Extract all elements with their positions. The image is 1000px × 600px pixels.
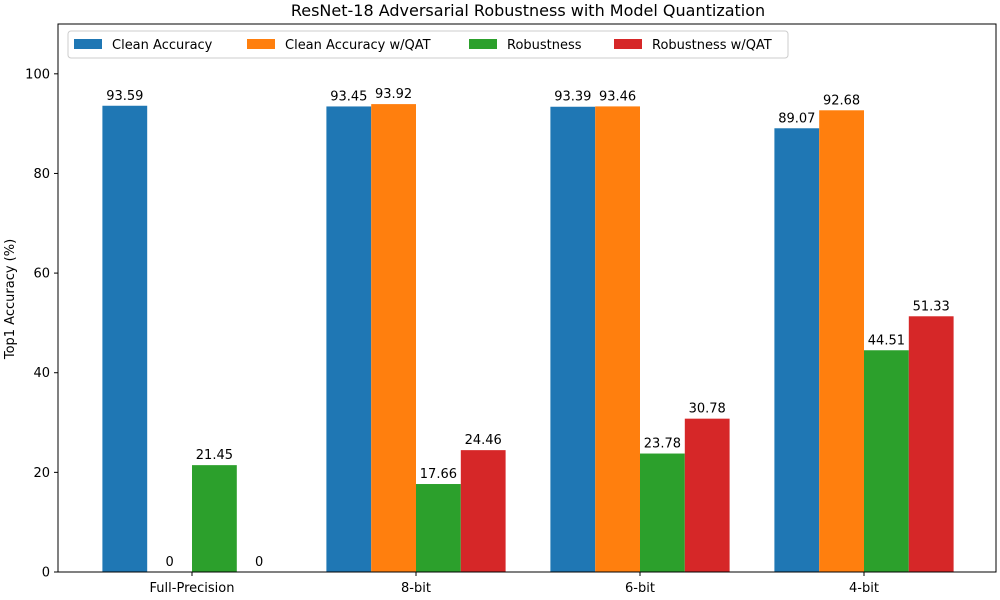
- y-tick-label: 60: [33, 267, 50, 282]
- x-tick-label: 8-bit: [401, 581, 431, 596]
- bar-value-label: 93.39: [554, 90, 591, 105]
- bar: [908, 316, 954, 572]
- bar-value-label: 93.59: [106, 89, 143, 104]
- bar-value-label: 93.92: [375, 87, 412, 102]
- bar-value-label: 93.46: [599, 89, 636, 104]
- bar-value-label: 23.78: [644, 437, 681, 452]
- legend-label: Robustness w/QAT: [652, 38, 772, 53]
- bar: [192, 465, 237, 572]
- bar-value-label: 0: [165, 555, 173, 570]
- legend: Clean Accuracy Clean Accuracy w/QAT Robust…: [67, 30, 789, 59]
- bar: [460, 450, 506, 572]
- bar-value-label: 44.51: [868, 333, 905, 348]
- y-tick-label: 20: [33, 466, 50, 481]
- bar: [371, 104, 416, 572]
- legend-box: [67, 30, 789, 59]
- bar-value-label: 51.33: [913, 299, 950, 314]
- bar: [819, 110, 864, 572]
- legend-label: Clean Accuracy: [112, 38, 213, 53]
- legend-swatch: [247, 39, 275, 49]
- legend-label: Robustness: [507, 38, 582, 53]
- bar: [864, 350, 909, 572]
- y-tick-label: 100: [25, 67, 50, 82]
- bar: [640, 453, 685, 572]
- bar-value-label: 93.45: [330, 89, 367, 104]
- bar-value-label: 92.68: [823, 93, 860, 108]
- legend-swatch: [469, 39, 497, 49]
- bar-value-label: 89.07: [778, 111, 815, 126]
- bar: [774, 128, 820, 572]
- y-tick-label: 80: [33, 167, 50, 182]
- bar-value-label: 30.78: [689, 402, 726, 417]
- y-tick-label: 40: [33, 366, 50, 381]
- x-tick-label: 4-bit: [849, 581, 879, 596]
- bar: [550, 106, 596, 573]
- x-tick-label: Full-Precision: [150, 581, 235, 596]
- bar: [595, 106, 640, 573]
- bar-value-label: 17.66: [420, 467, 457, 482]
- bar: [326, 106, 372, 572]
- bar: [684, 418, 730, 572]
- bar: [102, 105, 148, 572]
- plot-area: 93.59 93.45 93.39 89.07 0 93.92 93.46 92.68 21.4…: [25, 23, 997, 596]
- y-tick-label: 0: [42, 566, 50, 581]
- legend-swatch: [614, 39, 642, 49]
- bar: [416, 484, 461, 572]
- x-tick-label: 6-bit: [625, 581, 655, 596]
- plot-frame: [57, 23, 997, 573]
- bar-value-label: 0: [255, 555, 263, 570]
- bar-value-label: 24.46: [465, 433, 502, 448]
- bar-value-label: 21.45: [196, 448, 233, 463]
- legend-label: Clean Accuracy w/QAT: [285, 38, 431, 53]
- chart-title: ResNet-18 Adversarial Robustness with Mo…: [291, 1, 765, 20]
- y-axis-label: Top1 Accuracy (%): [3, 239, 18, 360]
- legend-swatch: [74, 39, 102, 49]
